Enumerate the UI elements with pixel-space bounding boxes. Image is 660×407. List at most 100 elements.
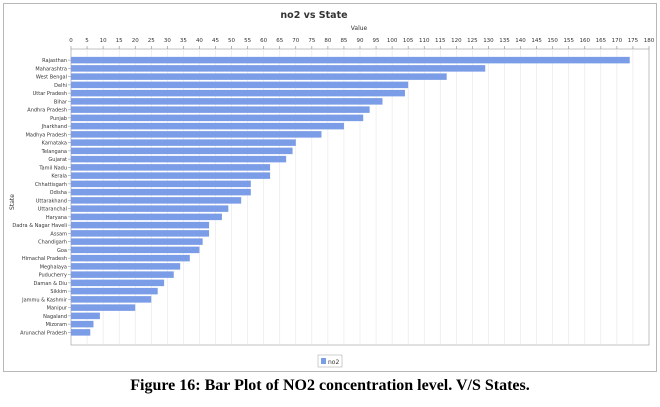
category-label: Andhra Pradesh (27, 108, 67, 114)
bar (71, 89, 405, 97)
x-tick-label: 110 (419, 38, 430, 44)
x-axis: 0 5 10 15 20 25 30 35 40 45 50 55 60 65 70 75 80 85 90 95 10… (69, 38, 655, 49)
legend: no2 (317, 354, 343, 368)
x-tick-label: 100 (387, 38, 398, 44)
bar (71, 139, 296, 146)
x-tick-label: 25 (148, 38, 155, 44)
x-tick-label: 90 (357, 38, 364, 44)
category-label: Bihar (54, 99, 68, 105)
bar (71, 155, 287, 163)
legend-swatch (321, 358, 326, 364)
category-label: Puducherry (39, 273, 67, 279)
bar-chart: no2 vs State Value State 0 5 10 15 20 25 30 35 4… (9, 10, 655, 368)
bar (71, 73, 447, 80)
x-tick-label: 155 (563, 38, 574, 44)
legend-label: no2 (328, 359, 339, 366)
x-tick-label: 95 (373, 38, 380, 44)
category-label: Uttar Pradesh (33, 91, 67, 97)
x-tick-label: 10 (100, 38, 107, 44)
category-label: Telangana (41, 149, 67, 155)
category-label: Nagaland (43, 314, 67, 320)
x-tick-label: 125 (467, 38, 478, 44)
bar (71, 147, 293, 155)
bar (71, 180, 251, 188)
category-label: Jammu & Kashmir (21, 297, 68, 303)
category-label: Manipur (47, 306, 68, 312)
category-label: Goa (57, 248, 67, 254)
bar (71, 238, 203, 245)
category-label: West Bengal (36, 75, 67, 81)
bar (71, 114, 364, 122)
category-label: Maharashtra (35, 66, 67, 72)
x-tick-label: 120 (451, 38, 462, 44)
category-label: Dadra & Nagar Haveli (12, 223, 67, 229)
category-label: Jharkhand (41, 124, 67, 130)
category-label: Daman & Diu (33, 281, 67, 287)
category-label: Assam (50, 231, 67, 237)
bar (71, 246, 200, 254)
bar (71, 329, 91, 336)
category-label: Rajasthan (42, 58, 67, 64)
bar (71, 304, 136, 311)
bar (71, 122, 344, 130)
x-tick-label: 50 (228, 38, 235, 44)
bar (71, 65, 486, 72)
x-axis-label: Value (351, 25, 368, 32)
bar (71, 172, 271, 179)
x-tick-label: 55 (244, 38, 251, 44)
x-tick-label: 5 (85, 38, 89, 44)
bar (71, 56, 630, 64)
bar (71, 131, 322, 138)
bar (71, 287, 158, 295)
bar (71, 81, 409, 89)
bar (71, 320, 94, 328)
bar (71, 197, 242, 204)
bar (71, 213, 222, 221)
x-tick-label: 145 (531, 38, 542, 44)
x-tick-label: 160 (580, 38, 591, 44)
x-tick-label: 130 (483, 38, 494, 44)
bar (71, 188, 251, 196)
x-tick-label: 135 (499, 38, 510, 44)
y-axis-label: State (9, 194, 16, 210)
x-tick-label: 150 (547, 38, 558, 44)
bar (71, 98, 383, 105)
x-tick-label: 0 (69, 38, 73, 44)
category-label: Sikkim (50, 289, 67, 295)
bar (71, 296, 152, 303)
x-tick-label: 65 (276, 38, 283, 44)
bars (71, 56, 630, 336)
x-tick-label: 45 (212, 38, 219, 44)
bar (71, 254, 190, 262)
bar (71, 263, 181, 270)
bar (71, 230, 210, 237)
x-tick-label: 140 (515, 38, 526, 44)
category-label: Kerala (51, 174, 67, 180)
bar (71, 221, 210, 229)
x-tick-label: 175 (628, 38, 639, 44)
x-tick-label: 170 (612, 38, 623, 44)
figure-caption: Figure 16: Bar Plot of NO2 concentration… (130, 377, 530, 394)
category-label: Haryana (46, 215, 67, 221)
bar (71, 279, 165, 287)
x-tick-label: 75 (308, 38, 315, 44)
bar (71, 164, 271, 171)
category-label: Mizoram (46, 322, 68, 328)
category-label: Himachal Pradesh (22, 256, 67, 262)
category-label: Chandigarh (38, 240, 67, 246)
x-tick-label: 20 (132, 38, 139, 44)
x-tick-label: 105 (403, 38, 414, 44)
x-tick-label: 30 (164, 38, 171, 44)
bar (71, 271, 174, 278)
chart-panel: no2 vs State Value State 0 5 10 15 20 25 30 35 4… (3, 3, 657, 372)
x-tick-label: 40 (196, 38, 203, 44)
x-tick-label: 180 (644, 38, 655, 44)
y-axis-categories: Rajasthan Maharashtra West Bengal Delhi Utta… (12, 58, 71, 336)
category-label: Gujarat (48, 157, 67, 163)
bar (71, 106, 370, 113)
chart-title: no2 vs State (280, 10, 347, 21)
x-tick-label: 60 (260, 38, 267, 44)
category-label: Uttarakhand (36, 198, 67, 204)
category-label: Meghalaya (40, 264, 67, 270)
x-tick-label: 15 (116, 38, 123, 44)
